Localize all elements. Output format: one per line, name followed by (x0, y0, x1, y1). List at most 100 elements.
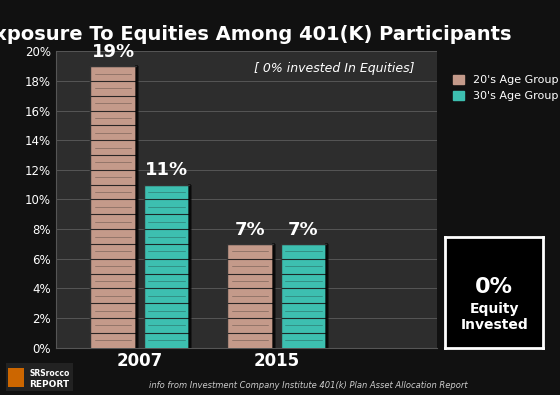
Bar (189, 214, 192, 229)
Bar (273, 273, 276, 288)
Bar (136, 333, 139, 348)
Bar (136, 318, 139, 333)
Bar (90, 244, 136, 259)
Bar (143, 333, 189, 348)
Bar (8, 367, 25, 387)
Bar (143, 318, 189, 333)
Bar (281, 244, 326, 259)
Bar (281, 318, 326, 333)
Bar (227, 244, 273, 259)
Legend: 20's Age Group, 30's Age Group: 20's Age Group, 30's Age Group (450, 72, 560, 105)
Text: Equity
Invested: Equity Invested (460, 301, 528, 332)
Bar (189, 303, 192, 318)
Bar (281, 273, 326, 288)
Bar (143, 244, 189, 259)
Bar (189, 318, 192, 333)
Bar (273, 288, 276, 303)
Bar (281, 333, 326, 348)
Bar (143, 259, 189, 273)
Bar (143, 185, 189, 199)
Bar (143, 214, 189, 229)
Bar (90, 66, 136, 81)
Bar (143, 273, 189, 288)
Bar (189, 288, 192, 303)
Bar (227, 318, 273, 333)
Bar (90, 214, 136, 229)
Bar (326, 288, 329, 303)
Bar (90, 273, 136, 288)
Bar (136, 96, 139, 111)
Text: 0%: 0% (475, 277, 513, 297)
Bar (273, 318, 276, 333)
Bar (227, 273, 273, 288)
Text: REPORT: REPORT (29, 380, 69, 389)
Bar (136, 244, 139, 259)
Bar (136, 170, 139, 185)
Bar (90, 111, 136, 126)
Bar (136, 66, 139, 81)
Bar (273, 333, 276, 348)
Bar (189, 229, 192, 244)
Text: 7%: 7% (235, 221, 265, 239)
Bar (281, 303, 326, 318)
Bar (273, 303, 276, 318)
Bar (143, 229, 189, 244)
Title: Exposure To Equities Among 401(K) Participants: Exposure To Equities Among 401(K) Partic… (0, 25, 512, 44)
Bar (143, 288, 189, 303)
Bar (90, 170, 136, 185)
Text: info from Investment Company Institute 401(k) Plan Asset Allocation Report: info from Investment Company Institute 4… (149, 381, 467, 390)
Bar (189, 259, 192, 273)
Bar (136, 199, 139, 214)
Text: SRSrocco: SRSrocco (29, 369, 69, 378)
Bar (189, 244, 192, 259)
Bar (281, 288, 326, 303)
Bar (136, 288, 139, 303)
Bar (90, 81, 136, 96)
Bar (136, 273, 139, 288)
Bar (136, 111, 139, 126)
Bar (326, 333, 329, 348)
Bar (326, 318, 329, 333)
Bar (143, 199, 189, 214)
Bar (326, 244, 329, 259)
Bar (136, 259, 139, 273)
Bar (189, 199, 192, 214)
Bar (90, 185, 136, 199)
Text: 19%: 19% (91, 43, 135, 61)
Bar (273, 259, 276, 273)
Bar (90, 303, 136, 318)
Bar (143, 303, 189, 318)
Bar (227, 288, 273, 303)
Bar (90, 155, 136, 170)
Bar (273, 244, 276, 259)
Bar (90, 229, 136, 244)
Bar (189, 333, 192, 348)
Bar (90, 126, 136, 140)
Bar (281, 259, 326, 273)
Bar (90, 96, 136, 111)
Bar (90, 288, 136, 303)
Bar (136, 155, 139, 170)
Bar (90, 333, 136, 348)
Bar (136, 214, 139, 229)
Bar (189, 273, 192, 288)
Bar (136, 303, 139, 318)
Bar (136, 126, 139, 140)
Bar (136, 81, 139, 96)
Bar (227, 259, 273, 273)
Text: 11%: 11% (145, 162, 188, 179)
Text: 7%: 7% (288, 221, 319, 239)
Bar (136, 185, 139, 199)
Bar (326, 259, 329, 273)
Bar (227, 303, 273, 318)
Bar (326, 303, 329, 318)
Bar (227, 333, 273, 348)
Bar (90, 199, 136, 214)
Bar (90, 140, 136, 155)
Bar (326, 273, 329, 288)
Bar (90, 259, 136, 273)
Bar (90, 318, 136, 333)
Text: [ 0% invested In Equities]: [ 0% invested In Equities] (254, 62, 414, 75)
Bar (189, 185, 192, 199)
Bar (136, 140, 139, 155)
